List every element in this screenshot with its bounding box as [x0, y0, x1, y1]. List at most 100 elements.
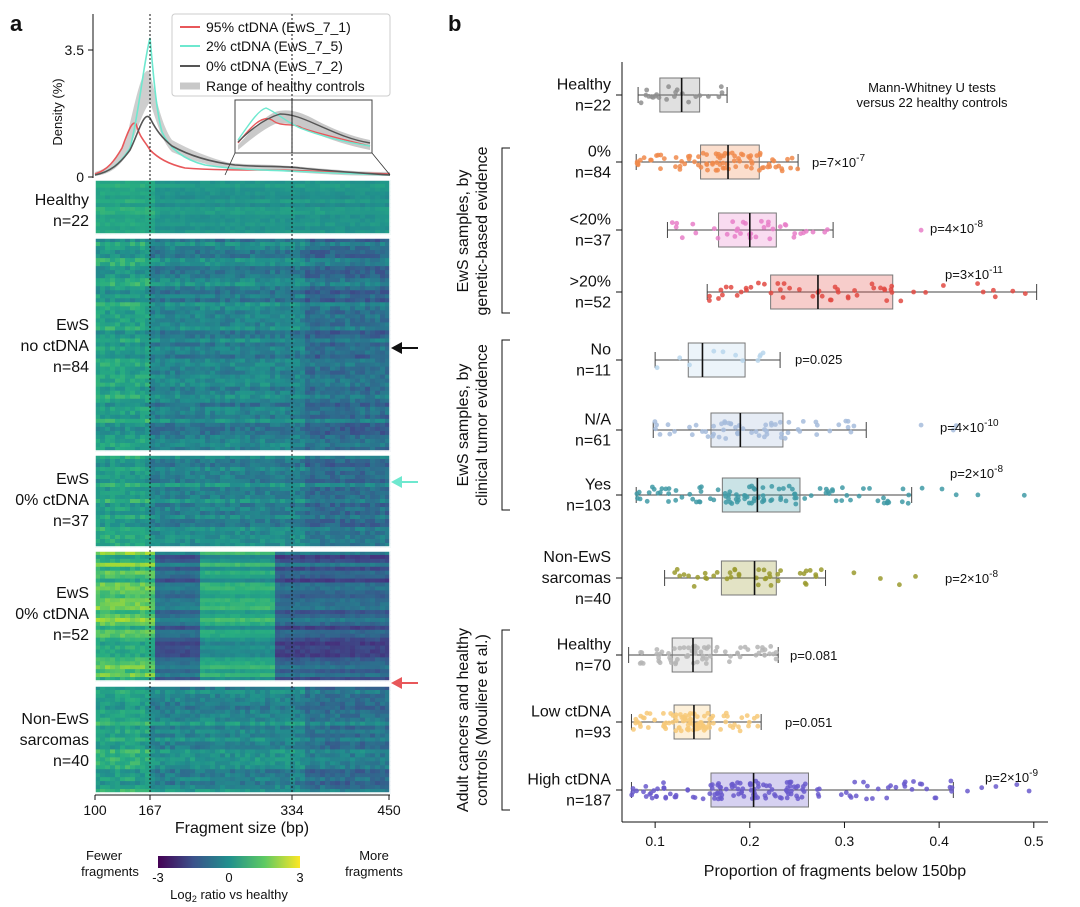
- data-point: [1010, 288, 1016, 294]
- density-inset: [234, 99, 373, 154]
- data-point: [737, 728, 743, 734]
- data-point: [696, 154, 701, 160]
- data-point: [706, 94, 711, 99]
- data-point: [746, 723, 751, 729]
- data-point: [736, 791, 741, 797]
- data-point: [777, 224, 783, 230]
- heatmap-xtick-167: 167: [138, 802, 162, 818]
- data-point: [672, 94, 677, 99]
- colorbar-gradient: [158, 856, 300, 868]
- heatmap: [94, 179, 391, 794]
- data-point: [681, 714, 686, 720]
- data-point: [795, 166, 801, 172]
- data-point: [832, 284, 838, 290]
- data-point: [740, 358, 746, 363]
- p-value-label: p=4×10-10: [940, 418, 999, 435]
- outlier-point: [878, 576, 883, 581]
- data-point: [848, 429, 854, 435]
- data-point: [716, 296, 721, 301]
- panel-b-letter: b: [448, 11, 461, 36]
- data-point: [725, 713, 730, 719]
- data-point: [634, 161, 640, 166]
- data-point: [761, 498, 767, 504]
- colorbar-tick-mid: 0: [225, 870, 232, 885]
- data-point: [949, 788, 954, 794]
- data-point: [769, 484, 775, 489]
- data-point: [773, 793, 778, 799]
- data-point: [751, 498, 757, 504]
- data-point: [638, 100, 644, 106]
- outlier-point: [918, 422, 924, 428]
- box-iqr: [671, 637, 713, 673]
- data-point: [673, 164, 678, 170]
- data-point: [678, 728, 684, 734]
- data-point: [748, 787, 754, 793]
- data-point: [885, 785, 891, 790]
- data-point: [852, 779, 858, 785]
- data-point: [734, 293, 740, 298]
- category-label: <20%: [570, 212, 611, 229]
- data-point: [687, 362, 692, 368]
- bracket-genetic: EwS samples, by genetic-based evidence: [455, 146, 510, 316]
- data-point: [643, 784, 649, 789]
- data-point: [797, 287, 802, 292]
- data-point: [641, 789, 646, 795]
- data-point: [818, 567, 824, 573]
- heatmap-label-high-3: n=52: [53, 627, 89, 644]
- data-point: [692, 795, 698, 800]
- category-label: n=103: [566, 498, 611, 515]
- heatmap-block-sarcomas: [94, 685, 391, 794]
- data-point: [707, 298, 712, 303]
- category-label: >20%: [570, 274, 611, 291]
- data-point: [757, 150, 763, 156]
- outlier-point: [897, 582, 902, 588]
- data-point: [699, 725, 705, 730]
- data-point: [867, 486, 872, 491]
- data-point: [769, 787, 775, 792]
- data-point: [875, 498, 881, 504]
- boxplot-xtick-label: 0.5: [1024, 833, 1044, 849]
- data-point: [644, 87, 650, 93]
- data-point: [767, 651, 772, 657]
- box-group: N/A n=61 p=4×10-10: [575, 412, 999, 450]
- heatmap-block-healthy: [94, 179, 391, 235]
- data-point: [742, 496, 748, 502]
- data-point: [661, 156, 667, 162]
- outlier-point: [919, 485, 925, 491]
- data-point: [756, 567, 762, 573]
- legend-label-range: Range of healthy controls: [206, 78, 365, 94]
- data-point: [657, 432, 663, 437]
- data-point: [646, 490, 652, 495]
- data-point: [716, 781, 721, 786]
- data-point: [778, 495, 784, 501]
- heatmap-label-low-3: n=37: [53, 513, 89, 530]
- outlier-point: [965, 788, 970, 794]
- box-group: 0% n=84 p=7×10-7: [575, 144, 865, 182]
- data-point: [769, 497, 775, 503]
- data-point: [755, 358, 761, 363]
- data-point: [748, 284, 754, 290]
- data-point: [788, 779, 794, 785]
- data-point: [992, 294, 998, 300]
- category-label: No: [591, 342, 612, 359]
- data-point: [651, 486, 657, 492]
- data-point: [722, 165, 727, 171]
- data-point: [814, 422, 820, 428]
- data-point: [980, 289, 986, 295]
- data-point: [889, 290, 895, 295]
- data-point: [893, 784, 899, 790]
- data-point: [703, 726, 709, 731]
- data-point: [724, 162, 730, 167]
- data-point: [694, 499, 699, 505]
- data-point: [755, 723, 761, 729]
- arrow-red: [391, 677, 418, 689]
- data-point: [653, 93, 658, 99]
- heatmap-label-noctdna-1: EwS: [56, 317, 89, 334]
- data-point: [777, 795, 783, 800]
- data-point: [754, 713, 760, 719]
- data-point: [763, 422, 769, 428]
- data-point: [905, 500, 911, 506]
- data-point: [830, 488, 835, 494]
- data-point: [714, 644, 720, 650]
